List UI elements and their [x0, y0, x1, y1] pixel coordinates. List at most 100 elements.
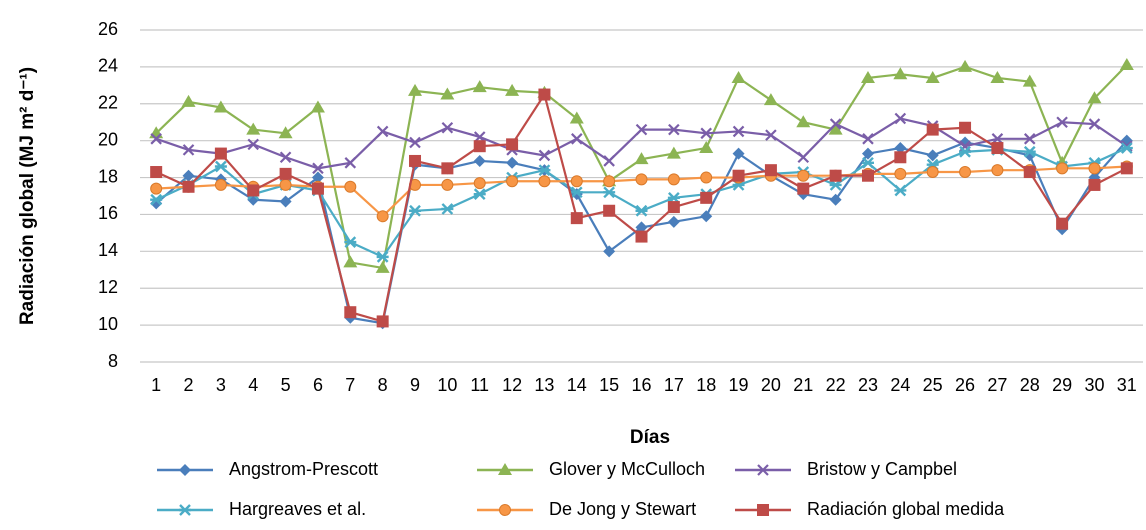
data-point	[926, 149, 939, 162]
data-point	[1088, 118, 1101, 130]
data-point	[925, 70, 940, 83]
x-tick-label: 19	[729, 375, 749, 395]
data-point	[959, 121, 972, 134]
data-point	[279, 151, 292, 164]
data-point	[700, 171, 713, 184]
data-point	[958, 59, 973, 72]
data-point	[376, 315, 389, 328]
data-point	[635, 230, 648, 243]
data-point	[182, 169, 195, 182]
x-tick-label: 3	[216, 375, 226, 395]
y-tick-label: 10	[98, 314, 118, 334]
y-tick-label: 22	[98, 93, 118, 113]
data-point	[376, 210, 389, 223]
data-point	[700, 127, 712, 140]
data-point	[1023, 133, 1036, 145]
x-tick-label: 18	[696, 375, 716, 395]
data-point	[473, 188, 486, 201]
data-point	[635, 221, 648, 234]
legend-marker	[499, 504, 511, 516]
x-tick-label: 29	[1052, 375, 1072, 395]
data-point	[1087, 91, 1102, 104]
y-axis-title: Radiación global (MJ m² d⁻¹)	[17, 67, 38, 325]
x-tick-label: 5	[281, 375, 291, 395]
x-tick-label: 22	[826, 375, 846, 395]
x-tick-label: 1	[151, 375, 161, 395]
data-point	[343, 255, 358, 268]
data-point	[732, 147, 745, 160]
data-point	[344, 236, 357, 248]
data-point	[214, 178, 227, 191]
x-tick-label: 13	[534, 375, 554, 395]
data-point	[441, 203, 454, 215]
data-point	[860, 70, 875, 83]
data-point	[571, 133, 583, 145]
data-point	[376, 251, 389, 263]
data-point	[667, 201, 680, 214]
y-tick-label: 14	[98, 240, 118, 260]
data-point	[538, 149, 551, 162]
data-point	[408, 83, 423, 96]
data-point	[506, 175, 519, 188]
data-point	[829, 169, 842, 182]
data-point	[376, 125, 389, 138]
data-point	[570, 186, 583, 199]
x-tick-label: 7	[345, 375, 355, 395]
data-point	[375, 260, 390, 273]
data-point	[472, 80, 487, 93]
legend-label: Angstrom-Prescott	[229, 459, 378, 479]
data-point	[668, 123, 680, 136]
y-tick-label: 26	[98, 19, 118, 39]
data-point	[1056, 217, 1069, 230]
data-point	[700, 210, 713, 223]
data-point	[635, 204, 648, 217]
legend-marker	[757, 504, 769, 516]
data-point	[861, 156, 874, 169]
x-tick-label: 10	[437, 375, 457, 395]
y-tick-label: 16	[98, 203, 118, 223]
data-point	[862, 133, 874, 145]
data-point	[505, 83, 520, 96]
legend-label: Glover y McCulloch	[549, 459, 705, 479]
data-point	[667, 215, 680, 228]
data-point	[926, 166, 939, 179]
data-point	[150, 166, 163, 179]
x-tick-label: 12	[502, 375, 522, 395]
data-point	[731, 70, 746, 83]
data-point	[473, 177, 486, 190]
data-point	[150, 133, 162, 145]
x-tick-label: 15	[599, 375, 619, 395]
data-point	[440, 87, 455, 100]
legend-label: De Jong y Stewart	[549, 499, 696, 519]
data-point	[278, 126, 293, 139]
data-point	[634, 152, 649, 165]
data-point	[214, 147, 227, 160]
data-point	[732, 125, 745, 138]
data-point	[344, 180, 357, 193]
data-point	[990, 70, 1005, 83]
data-point	[894, 184, 907, 197]
data-point	[603, 175, 616, 188]
data-point	[829, 118, 842, 130]
x-tick-label: 2	[184, 375, 194, 395]
data-point	[247, 138, 260, 151]
data-point	[150, 193, 163, 206]
data-point	[1088, 162, 1101, 175]
data-point	[310, 100, 325, 113]
data-point	[441, 162, 454, 175]
data-point	[247, 184, 260, 197]
data-point	[213, 100, 228, 113]
data-point	[311, 182, 324, 195]
x-tick-label: 20	[761, 375, 781, 395]
data-point	[797, 169, 810, 182]
data-point	[538, 175, 551, 188]
data-point	[570, 212, 583, 225]
x-tick-label: 27	[987, 375, 1007, 395]
data-point	[1120, 142, 1133, 154]
x-tick-label: 31	[1117, 375, 1137, 395]
data-point	[506, 138, 519, 151]
y-tick-label: 12	[98, 277, 118, 297]
data-point	[991, 142, 1004, 155]
data-point	[797, 182, 810, 195]
